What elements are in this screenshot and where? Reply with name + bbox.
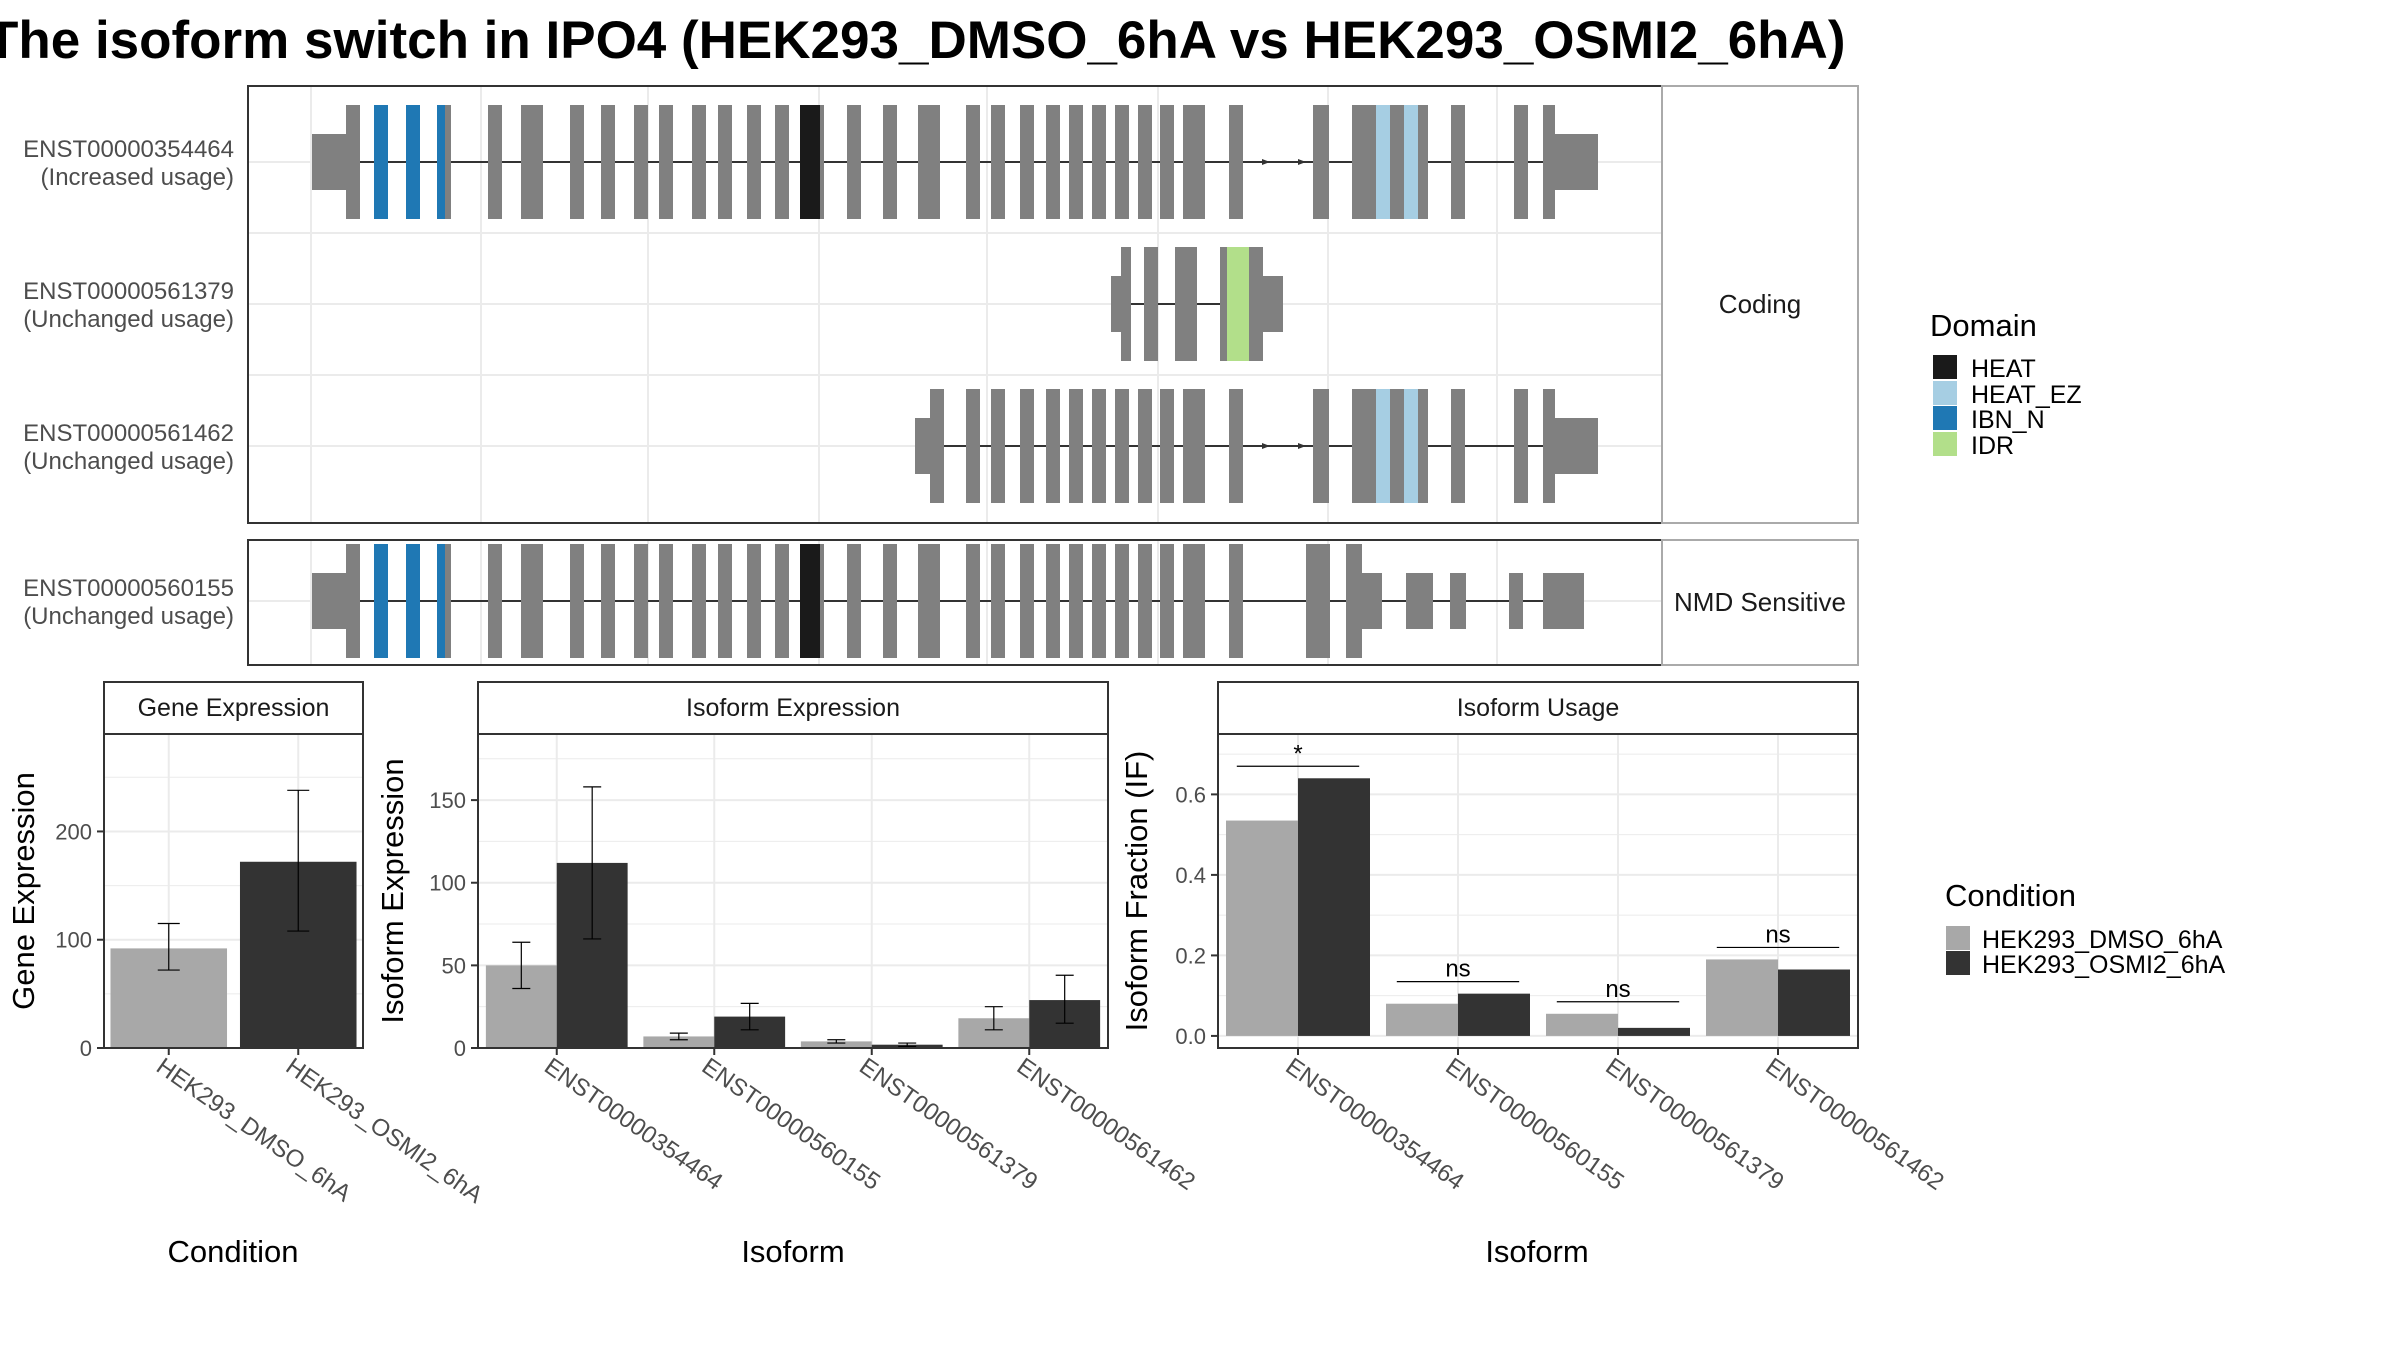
bar (1298, 778, 1370, 1036)
bar (800, 1041, 872, 1048)
legend-label-ibn-n: IBN_N (1971, 406, 2045, 434)
legend-label-dmso: HEK293_DMSO_6hA (1982, 926, 2223, 954)
facet-strip-nmd (1661, 539, 1859, 666)
x-axis-title: Isoform (741, 1234, 844, 1269)
bar (1778, 969, 1850, 1036)
bar (1546, 1013, 1618, 1036)
y-tick-label: 0.4 (1175, 863, 1206, 888)
chart-panel-2: 0.0 0.2 0.4 0.6 * ns ns ns Isoform Usage ENST0000… (1119, 681, 1949, 1269)
facet-label-coding: Coding (1719, 289, 1801, 319)
panel-strip (477, 681, 1109, 735)
legend-label-osmi2: HEK293_OSMI2_6hA (1982, 951, 2226, 979)
y-tick-label: 100 (55, 928, 92, 953)
panel-strip (1217, 681, 1859, 735)
bar (1706, 959, 1778, 1036)
transcript-usage-label: (Unchanged usage) (23, 448, 234, 475)
transcript-structure-panel: Coding NMD Sensitive ENST00000354464 (In… (23, 85, 1859, 666)
nmd-facet-bg (248, 540, 1662, 665)
panel-strip (103, 681, 364, 735)
panel-title: Gene Expression (138, 694, 330, 722)
transcript-model-enst00000354464 (312, 105, 1598, 219)
legend-swatch-osmi2 (1946, 951, 1970, 975)
transcript-id-label: ENST00000561462 (23, 420, 234, 447)
facet-strip-coding (1661, 85, 1859, 524)
y-tick-label: 200 (55, 819, 92, 844)
transcript-usage-label: (Increased usage) (41, 164, 234, 191)
legend-label-heat: HEAT (1971, 355, 2036, 383)
condition-legend: Condition HEK293_DMSO_6hA HEK293_OSMI2_6… (1945, 878, 2226, 979)
condition-legend-title: Condition (1945, 878, 2076, 913)
y-tick-label: 50 (442, 953, 466, 978)
y-axis-title: Isoform Expression (375, 758, 410, 1023)
significance-label: ns (1605, 976, 1630, 1003)
legend-swatch-heat-ez (1933, 381, 1957, 405)
y-axis-title: Gene Expression (6, 772, 41, 1010)
panel-title: Isoform Expression (686, 694, 900, 722)
bar (1386, 1003, 1458, 1036)
x-axis-title: Condition (168, 1234, 299, 1269)
figure-title: The isoform switch in IPO4 (HEK293_DMSO_… (0, 11, 1845, 70)
transcript-id-label: ENST00000354464 (23, 136, 234, 163)
bar (1618, 1027, 1690, 1036)
y-tick-label: 150 (429, 788, 466, 813)
y-tick-label: 0.0 (1175, 1024, 1206, 1049)
legend-swatch-heat (1933, 355, 1957, 379)
x-tick-label: ENST00000561462 (1761, 1053, 1949, 1196)
legend-swatch-dmso (1946, 926, 1970, 950)
legend-label-heat-ez: HEAT_EZ (1971, 381, 2082, 409)
bar (643, 1036, 715, 1048)
transcript-model-enst00000560155 (312, 544, 1584, 658)
transcript-usage-label: (Unchanged usage) (23, 603, 234, 630)
transcript-id-label: ENST00000560155 (23, 575, 234, 602)
bar (1226, 820, 1298, 1036)
y-tick-label: 0.6 (1175, 782, 1206, 807)
domain-legend: Domain HEAT HEAT_EZ IBN_N IDR (1930, 308, 2082, 460)
y-tick-label: 0 (454, 1036, 466, 1061)
significance-label: ns (1445, 956, 1470, 983)
legend-swatch-idr (1933, 432, 1957, 456)
transcript-model-enst00000561379 (1111, 247, 1283, 361)
y-axis-title: Isoform Fraction (IF) (1119, 751, 1154, 1032)
panel-title: Isoform Usage (1457, 694, 1620, 722)
transcript-usage-label: (Unchanged usage) (23, 306, 234, 333)
bar (1458, 993, 1530, 1036)
transcript-id-label: ENST00000561379 (23, 278, 234, 305)
y-tick-label: 100 (429, 871, 466, 896)
y-tick-label: 0.2 (1175, 943, 1206, 968)
significance-label: * (1293, 740, 1302, 767)
transcript-model-enst00000561462 (915, 389, 1598, 503)
significance-label: ns (1765, 921, 1790, 948)
legend-swatch-ibn-n (1933, 406, 1957, 430)
legend-label-idr: IDR (1971, 432, 2014, 460)
domain-legend-title: Domain (1930, 308, 2037, 343)
facet-label-nmd: NMD Sensitive (1674, 587, 1846, 617)
x-axis-title: Isoform (1485, 1234, 1588, 1269)
y-tick-label: 0 (80, 1036, 92, 1061)
